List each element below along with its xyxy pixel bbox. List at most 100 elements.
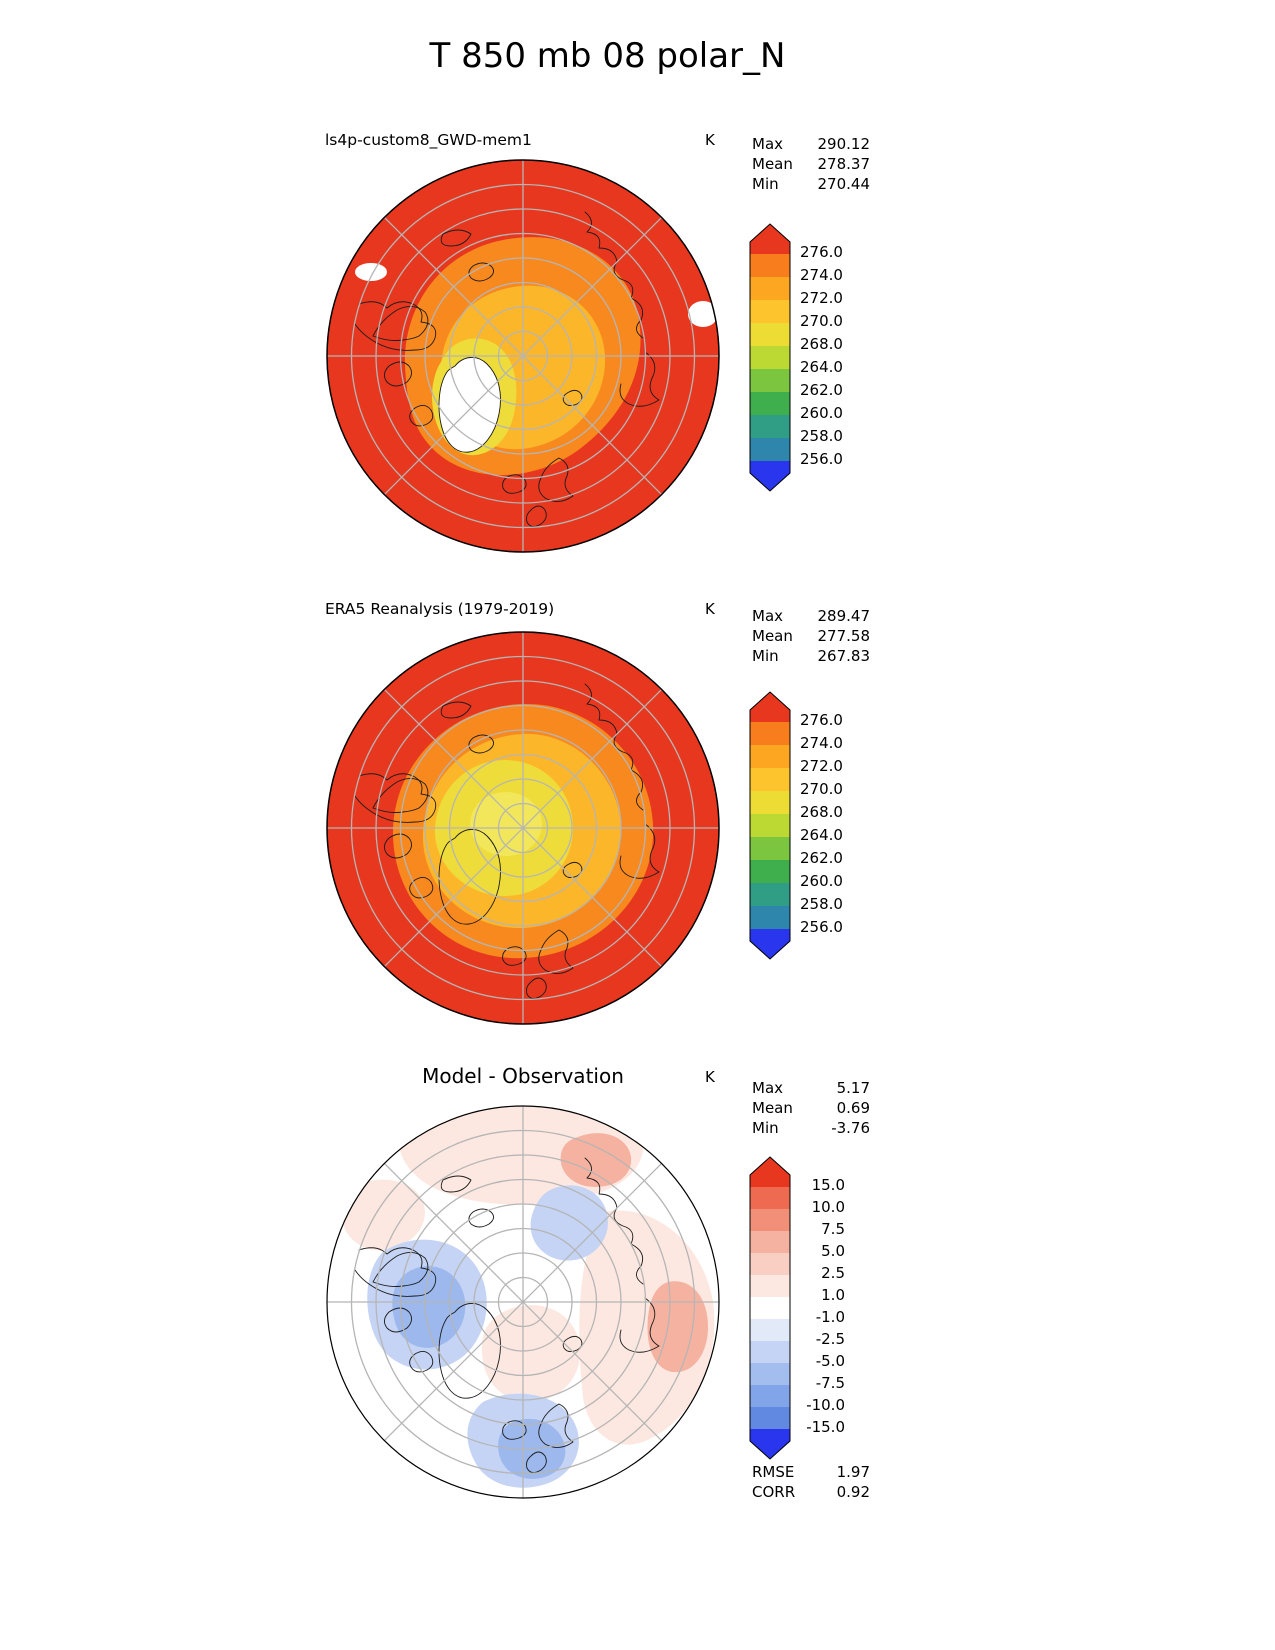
colorbar-tick: 274.0 — [800, 734, 843, 752]
cold-patch — [355, 263, 387, 281]
colorbar-band — [750, 1231, 790, 1253]
stat-label: Max — [752, 607, 784, 625]
stat-label: Mean — [752, 627, 793, 645]
colorbar-difference — [749, 1156, 791, 1460]
graticule — [327, 1106, 719, 1498]
colorbar-tick: 15.0 — [811, 1176, 845, 1194]
stat-value: -3.76 — [831, 1119, 870, 1137]
colorbar-ticks-era5: 276.0 274.0 272.0 270.0 268.0 264.0 262.… — [800, 690, 860, 1000]
panel-model: ls4p-custom8_GWD-mem1 K Max 290.12 Mean … — [0, 125, 1275, 595]
colorbar-tick: 260.0 — [800, 872, 843, 890]
colorbar-band — [750, 1297, 790, 1319]
map-model — [326, 159, 720, 553]
colorbar-band — [750, 277, 790, 300]
stat-row-mean: Mean 277.58 — [752, 626, 870, 646]
colorbar-tick: 7.5 — [821, 1220, 845, 1238]
colorbar-band — [750, 791, 790, 814]
stat-label: Mean — [752, 1099, 793, 1117]
stat-label: Min — [752, 1119, 779, 1137]
panel-era5-stats: Max 289.47 Mean 277.58 Min 267.83 — [752, 606, 870, 666]
colorbar-tick: 276.0 — [800, 711, 843, 729]
panel-model-title: ls4p-custom8_GWD-mem1 — [325, 131, 532, 149]
colorbar-tick: -7.5 — [815, 1374, 845, 1392]
colorbar-band — [750, 1429, 790, 1441]
colorbar-band — [750, 1407, 790, 1429]
panel-model-unit: K — [705, 131, 715, 149]
colorbar-tick: 276.0 — [800, 243, 843, 261]
metric-value: 1.97 — [836, 1463, 870, 1481]
metric-row-corr: CORR 0.92 — [752, 1482, 870, 1502]
diff-warm-core — [560, 1133, 632, 1187]
stat-value: 0.69 — [836, 1099, 870, 1117]
stat-label: Max — [752, 1079, 784, 1097]
colorbar-band — [750, 415, 790, 438]
stat-row-min: Min -3.76 — [752, 1118, 870, 1138]
colorbar-band — [750, 254, 790, 277]
colorbar-tick: 268.0 — [800, 335, 843, 353]
colorbar-band — [750, 710, 790, 722]
colorbar-band — [750, 906, 790, 929]
colorbar-tick: -15.0 — [806, 1418, 845, 1436]
map-border — [326, 159, 720, 553]
colorbar-band — [750, 1341, 790, 1363]
metric-label: CORR — [752, 1483, 796, 1501]
colorbar-tick: 256.0 — [800, 918, 843, 936]
map-border — [326, 631, 720, 1025]
panel-era5-unit: K — [705, 600, 715, 618]
colorbar-band — [750, 722, 790, 745]
map-era5 — [326, 631, 720, 1025]
colorbar-tick: 10.0 — [811, 1198, 845, 1216]
stat-label: Mean — [752, 155, 793, 173]
colorbar-ticks-model: 276.0 274.0 272.0 270.0 268.0 264.0 262.… — [800, 222, 860, 532]
cold-patch — [688, 301, 718, 327]
colorbar-tick: -2.5 — [815, 1330, 845, 1348]
colorbar-band — [750, 242, 790, 254]
stat-value: 270.44 — [817, 175, 871, 193]
stat-row-mean: Mean 0.69 — [752, 1098, 870, 1118]
stat-label: Min — [752, 647, 779, 665]
colorbar-tick: 2.5 — [821, 1264, 845, 1282]
skill-metrics: RMSE 1.97 CORR 0.92 — [752, 1462, 870, 1502]
colorbar-tick: 272.0 — [800, 757, 843, 775]
colorbar-band — [750, 1253, 790, 1275]
stat-row-max: Max 289.47 — [752, 606, 870, 626]
colorbar-band — [750, 1319, 790, 1341]
colorbar-tick: -10.0 — [806, 1396, 845, 1414]
colorbar-band — [750, 1209, 790, 1231]
temp-band-pale-yellow — [470, 792, 542, 856]
colorbar-tick: 272.0 — [800, 289, 843, 307]
colorbar-band — [750, 461, 790, 473]
diff-cold-core — [392, 1266, 466, 1348]
stat-row-min: Min 270.44 — [752, 174, 870, 194]
colorbar-band — [750, 438, 790, 461]
colorbar-tick: 5.0 — [821, 1242, 845, 1260]
colorbar-band — [750, 814, 790, 837]
colorbar-tick: 258.0 — [800, 895, 843, 913]
colorbar-band — [750, 860, 790, 883]
colorbar-tick: 270.0 — [800, 312, 843, 330]
colorbar-band — [750, 883, 790, 906]
diff-warm-core — [647, 1281, 708, 1373]
colorbar-tick: 270.0 — [800, 780, 843, 798]
colorbar-tick: 256.0 — [800, 450, 843, 468]
stat-row-min: Min 267.83 — [752, 646, 870, 666]
colorbar-tick: 262.0 — [800, 849, 843, 867]
colorbar-arrow-under — [750, 1441, 790, 1459]
colorbar-tick: 264.0 — [800, 826, 843, 844]
stat-value: 267.83 — [817, 647, 871, 665]
colorbar-outline — [749, 1156, 791, 1460]
map-difference — [326, 1105, 720, 1499]
panel-difference-unit: K — [705, 1068, 715, 1086]
metric-row-rmse: RMSE 1.97 — [752, 1462, 870, 1482]
diff-warm-light — [340, 1179, 425, 1251]
panel-difference-title: Model - Observation — [422, 1064, 624, 1088]
colorbar-tick: -5.0 — [815, 1352, 845, 1370]
colorbar-model — [749, 223, 791, 492]
metric-value: 0.92 — [836, 1483, 870, 1501]
metric-label: RMSE — [752, 1463, 795, 1481]
colorbar-outline — [749, 691, 791, 960]
diff-cold-light — [530, 1185, 608, 1261]
colorbar-tick: 258.0 — [800, 427, 843, 445]
graticule — [327, 632, 719, 1024]
stat-value: 277.58 — [817, 627, 871, 645]
